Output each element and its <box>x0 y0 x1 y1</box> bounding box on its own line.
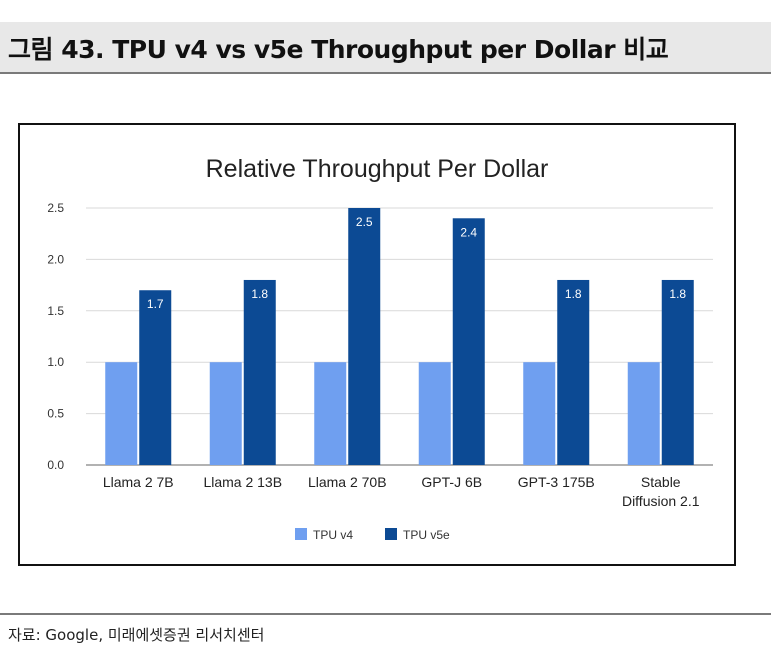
legend-label: TPU v5e <box>403 528 450 542</box>
x-tick-label: Llama 2 13B <box>203 474 282 490</box>
header-band: 그림 43. TPU v4 vs v5e Throughput per Doll… <box>0 22 771 74</box>
bar-tpu-v5e <box>139 290 172 465</box>
bar-tpu-v4 <box>523 362 556 465</box>
bar-tpu-v4 <box>105 362 138 465</box>
chart-title: Relative Throughput Per Dollar <box>206 155 549 183</box>
bar-tpu-v5e <box>348 208 381 465</box>
bar-tpu-v4 <box>418 362 451 465</box>
x-tick-label: Llama 2 7B <box>103 474 174 490</box>
x-tick-label: Stable <box>641 474 681 490</box>
data-label: 1.8 <box>251 287 268 301</box>
x-tick-label: Diffusion 2.1 <box>622 493 700 509</box>
bar-tpu-v4 <box>314 362 347 465</box>
x-tick-label: Llama 2 70B <box>308 474 387 490</box>
y-tick-label: 0.0 <box>47 458 64 472</box>
x-tick-label: GPT-J 6B <box>421 474 482 490</box>
bar-tpu-v4 <box>209 362 242 465</box>
y-tick-label: 1.0 <box>47 355 64 369</box>
data-label: 1.8 <box>669 287 686 301</box>
y-tick-label: 2.5 <box>47 201 64 215</box>
data-label: 2.4 <box>460 225 477 239</box>
figure-title: 그림 43. TPU v4 vs v5e Throughput per Doll… <box>8 35 669 64</box>
y-tick-label: 0.5 <box>47 407 64 421</box>
legend-swatch <box>385 528 397 540</box>
bar-tpu-v5e <box>452 218 485 465</box>
legend-label: TPU v4 <box>313 528 353 542</box>
y-tick-label: 1.5 <box>47 304 64 318</box>
x-tick-label: GPT-3 175B <box>518 474 595 490</box>
data-label: 2.5 <box>356 215 373 229</box>
bar-tpu-v5e <box>557 279 590 465</box>
bar-tpu-v5e <box>661 279 694 465</box>
chart-frame: Relative Throughput Per Dollar 0.0 0.5 1.0 1… <box>18 123 736 566</box>
bar-chart: Relative Throughput Per Dollar 0.0 0.5 1.0 1… <box>47 155 713 542</box>
data-label: 1.8 <box>565 287 582 301</box>
bar-tpu-v5e <box>243 279 276 465</box>
source-note: 자료: Google, 미래에셋증권 리서치센터 <box>8 626 265 644</box>
y-tick-label: 2.0 <box>47 252 64 266</box>
legend-swatch <box>295 528 307 540</box>
footer-rule <box>0 613 771 615</box>
bar-tpu-v4 <box>627 362 660 465</box>
data-label: 1.7 <box>147 297 164 311</box>
